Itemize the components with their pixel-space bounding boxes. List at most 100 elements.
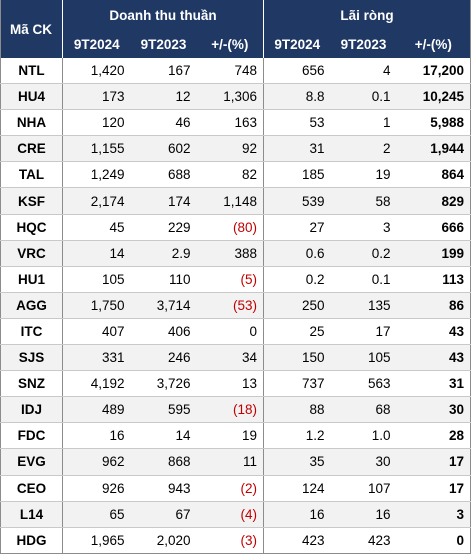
profit-9t2024-cell: 35 xyxy=(263,448,331,476)
stock-code-cell: EVG xyxy=(0,448,63,476)
revenue-9t2023-cell: 602 xyxy=(130,135,197,163)
revenue-9t2023-cell: 167 xyxy=(130,58,197,85)
profit-9t2024-cell: 124 xyxy=(263,475,331,502)
revenue-change-cell: (53) xyxy=(196,292,265,319)
revenue-9t2023-cell: 595 xyxy=(130,396,197,424)
net-profit-group-header: Lãi ròng xyxy=(263,0,471,30)
stock-code-cell: L14 xyxy=(0,501,63,528)
profit-9t2024-cell: 737 xyxy=(263,370,331,398)
revenue-9t2024-cell: 4,192 xyxy=(62,370,131,398)
profit-9t2024-cell: 423 xyxy=(263,527,331,554)
revenue-change-cell: 11 xyxy=(196,448,265,476)
profit-9t2023-cell: 107 xyxy=(330,475,397,502)
table-row: IDJ 489 595 (18) 88 68 30 xyxy=(0,396,471,424)
revenue-change-header: +/-(%) xyxy=(196,30,265,58)
table-row: NHA 120 46 163 53 1 5,988 xyxy=(0,109,471,137)
table-row: CRE 1,155 602 92 31 2 1,944 xyxy=(0,135,471,163)
table-row: SNZ 4,192 3,726 13 737 563 31 xyxy=(0,370,471,398)
profit-change-cell: 17 xyxy=(396,448,471,476)
revenue-9t2023-cell: 229 xyxy=(130,214,197,241)
revenue-change-cell: 748 xyxy=(196,58,265,85)
profit-change-cell: 17,200 xyxy=(396,58,471,85)
revenue-9t2024-cell: 1,249 xyxy=(62,161,131,189)
profit-change-cell: 10,245 xyxy=(396,83,471,111)
stock-code-cell: NHA xyxy=(0,109,63,137)
revenue-9t2024-cell: 331 xyxy=(62,344,131,372)
profit-change-cell: 31 xyxy=(396,370,471,398)
revenue-change-cell: 13 xyxy=(196,370,265,398)
profit-9t2023-cell: 16 xyxy=(330,501,397,528)
profit-9t2024-cell: 16 xyxy=(263,501,331,528)
table-row: VRC 14 2.9 388 0.6 0.2 199 xyxy=(0,240,471,267)
profit-change-cell: 113 xyxy=(396,266,471,293)
revenue-9t2023-cell: 174 xyxy=(130,187,197,215)
profit-9t2023-cell: 0.2 xyxy=(330,240,397,267)
table-row: L14 65 67 (4) 16 16 3 xyxy=(0,501,471,528)
revenue-group-header: Doanh thu thuần xyxy=(62,0,265,30)
revenue-9t2023-cell: 868 xyxy=(130,448,197,476)
table-row: SJS 331 246 34 150 105 43 xyxy=(0,344,471,372)
revenue-9t2024-cell: 105 xyxy=(62,266,131,293)
revenue-change-cell: 1,306 xyxy=(196,83,265,111)
profit-9t2023-cell: 1.0 xyxy=(330,422,397,450)
table-header: Mã CK Doanh thu thuần Lãi ròng 9T2024 9T… xyxy=(0,0,471,58)
table-row: NTL 1,420 167 748 656 4 17,200 xyxy=(0,58,471,85)
revenue-change-cell: 1,148 xyxy=(196,187,265,215)
revenue-change-cell: 19 xyxy=(196,422,265,450)
profit-change-cell: 3 xyxy=(396,501,471,528)
profit-9t2024-cell: 0.2 xyxy=(263,266,331,293)
table-row: HU4 173 12 1,306 8.8 0.1 10,245 xyxy=(0,83,471,111)
revenue-change-cell: (3) xyxy=(196,527,265,554)
stock-code-cell: SNZ xyxy=(0,370,63,398)
revenue-9t2024-cell: 45 xyxy=(62,214,131,241)
profit-9t2024-cell: 53 xyxy=(263,109,331,137)
revenue-change-cell: 82 xyxy=(196,161,265,189)
revenue-9t2023-cell: 110 xyxy=(130,266,197,293)
revenue-change-cell: (18) xyxy=(196,396,265,424)
revenue-change-cell: 34 xyxy=(196,344,265,372)
stock-code-header: Mã CK xyxy=(0,0,63,58)
table-row: HQC 45 229 (80) 27 3 666 xyxy=(0,214,471,241)
table-row: CEO 926 943 (2) 124 107 17 xyxy=(0,475,471,502)
profit-9t2024-cell: 185 xyxy=(263,161,331,189)
profit-9t2023-cell: 563 xyxy=(330,370,397,398)
profit-9t2024-cell: 1.2 xyxy=(263,422,331,450)
profit-9t2023-cell: 68 xyxy=(330,396,397,424)
profit-change-cell: 28 xyxy=(396,422,471,450)
profit-9t2023-cell: 30 xyxy=(330,448,397,476)
profit-9t2024-cell: 0.6 xyxy=(263,240,331,267)
stock-code-cell: CEO xyxy=(0,475,63,502)
profit-9t2024-cell: 25 xyxy=(263,318,331,346)
profit-9t2024-cell: 539 xyxy=(263,187,331,215)
profit-9t2023-cell: 17 xyxy=(330,318,397,346)
profit-change-cell: 43 xyxy=(396,318,471,346)
stock-code-cell: ITC xyxy=(0,318,63,346)
revenue-change-cell: (5) xyxy=(196,266,265,293)
revenue-9t2024-cell: 120 xyxy=(62,109,131,137)
revenue-9t2024-cell: 1,420 xyxy=(62,58,131,85)
profit-9t2023-cell: 105 xyxy=(330,344,397,372)
table-row: ITC 407 406 0 25 17 43 xyxy=(0,318,471,346)
stock-code-cell: HQC xyxy=(0,214,63,241)
table-row: AGG 1,750 3,714 (53) 250 135 86 xyxy=(0,292,471,319)
profit-9t2023-cell: 4 xyxy=(330,58,397,85)
revenue-change-cell: 0 xyxy=(196,318,265,346)
revenue-9t2024-header: 9T2024 xyxy=(62,30,131,58)
stock-code-cell: HDG xyxy=(0,527,63,554)
profit-9t2023-cell: 0.1 xyxy=(330,83,397,111)
revenue-9t2024-cell: 2,174 xyxy=(62,187,131,215)
revenue-change-cell: 388 xyxy=(196,240,265,267)
profit-9t2023-cell: 135 xyxy=(330,292,397,319)
revenue-9t2024-cell: 65 xyxy=(62,501,131,528)
profit-9t2024-cell: 8.8 xyxy=(263,83,331,111)
revenue-9t2024-cell: 14 xyxy=(62,240,131,267)
revenue-change-cell: 163 xyxy=(196,109,265,137)
stock-code-cell: AGG xyxy=(0,292,63,319)
stock-code-cell: TAL xyxy=(0,161,63,189)
revenue-9t2024-cell: 962 xyxy=(62,448,131,476)
revenue-9t2023-cell: 246 xyxy=(130,344,197,372)
revenue-9t2023-cell: 406 xyxy=(130,318,197,346)
profit-9t2024-header: 9T2024 xyxy=(263,30,331,58)
profit-9t2023-cell: 19 xyxy=(330,161,397,189)
